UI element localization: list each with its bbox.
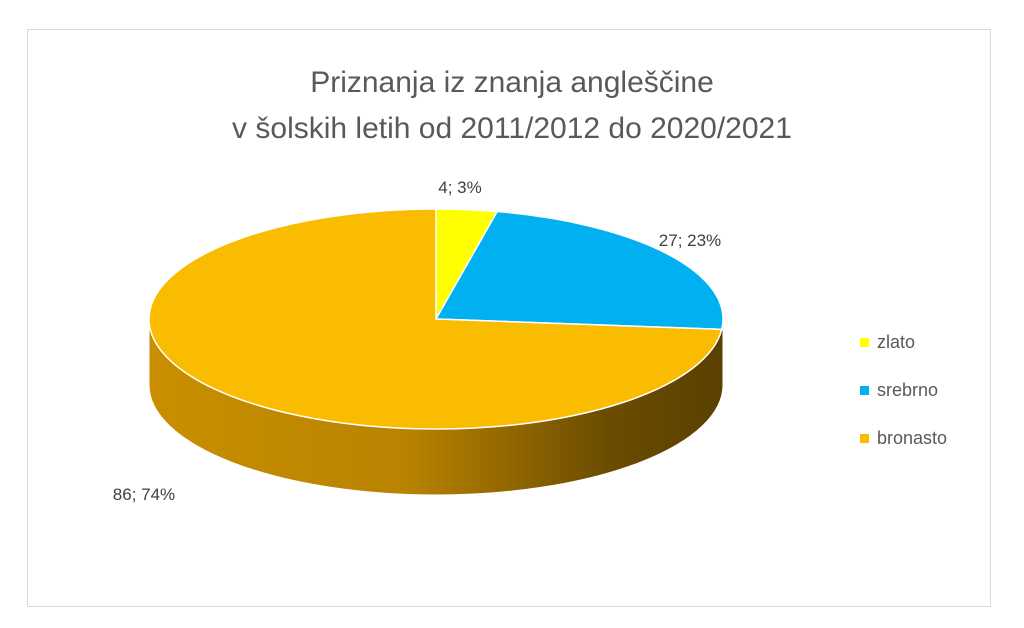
legend-label-srebrno: srebrno (877, 379, 939, 400)
data-label-zlato: 4; 3% (438, 178, 481, 197)
pie-slice-bronasto (148, 208, 723, 430)
legend-swatch-srebrno (860, 385, 869, 395)
legend-label-zlato: zlato (877, 331, 916, 352)
legend-swatch-bronasto (860, 433, 869, 443)
legend-label-bronasto: bronasto (877, 427, 948, 448)
chart-title-line-1: Priznanja iz znanja angleščine (310, 66, 714, 99)
data-label-bronasto: 86; 74% (113, 485, 175, 504)
pie-slice-srebrno (434, 210, 724, 331)
legend-swatch-zlato (860, 337, 869, 347)
legend-item-srebrno: srebrno (860, 366, 947, 414)
chart-title-line-2: v šolskih letih od 2011/2012 do 2020/202… (232, 112, 792, 145)
data-label-srebrno: 27; 23% (659, 231, 721, 250)
legend-item-zlato: zlato (860, 318, 947, 366)
legend: zlato srebrno bronasto (860, 318, 947, 462)
chart-title: Priznanja iz znanja angleščine v šolskih… (0, 60, 1024, 152)
legend-item-bronasto: bronasto (860, 414, 947, 462)
